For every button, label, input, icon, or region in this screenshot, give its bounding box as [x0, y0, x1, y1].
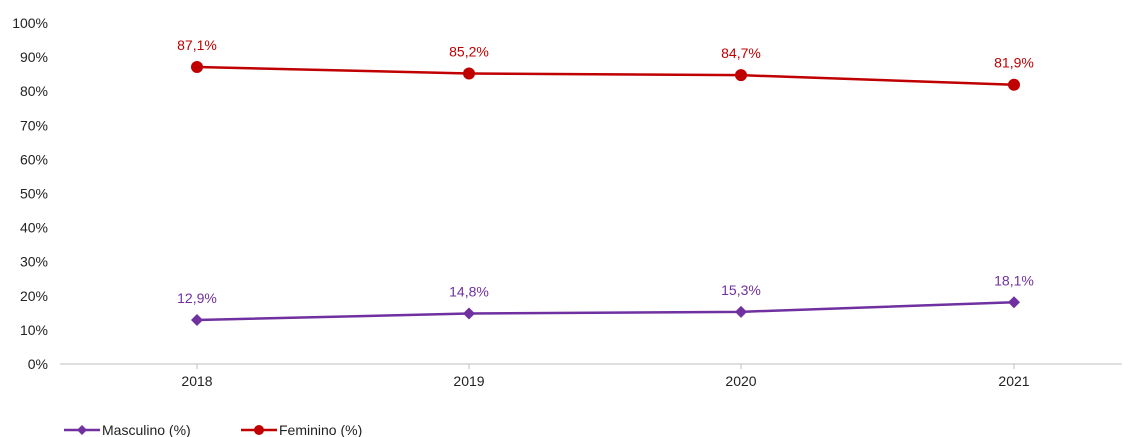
- data-point: [191, 314, 203, 327]
- y-tick-label: 10%: [20, 322, 48, 338]
- data-label: 12,9%: [177, 290, 217, 306]
- y-tick-label: 100%: [12, 15, 48, 31]
- series-line: [196, 301, 1015, 322]
- legend: Masculino (%) Feminino (%): [64, 422, 362, 437]
- x-tick-label: 2018: [181, 373, 212, 389]
- legend-item: Feminino (%): [241, 422, 362, 437]
- data-label: 18,1%: [994, 272, 1034, 288]
- data-point: [191, 60, 203, 73]
- y-tick-label: 70%: [20, 117, 48, 133]
- data-point: [1008, 78, 1020, 91]
- series-feminino: 87,1% 85,2% 84,7% 81,9%: [177, 37, 1034, 91]
- legend-marker: [77, 425, 87, 435]
- data-point: [463, 67, 475, 80]
- data-label: 15,3%: [721, 282, 761, 298]
- y-tick-label: 40%: [20, 220, 48, 236]
- y-axis: 0% 10% 20% 30% 40% 50% 60% 70% 80% 90% 100%: [12, 15, 48, 372]
- legend-item: Masculino (%): [64, 422, 191, 437]
- series-masculino: 12,9% 14,8% 15,3% 18,1%: [177, 272, 1034, 327]
- legend-marker: [254, 425, 264, 435]
- data-label: 85,2%: [449, 43, 489, 59]
- data-point: [735, 69, 747, 82]
- y-tick-label: 20%: [20, 288, 48, 304]
- legend-label: Feminino (%): [279, 422, 362, 437]
- series-line: [196, 65, 1015, 86]
- y-tick-label: 0%: [28, 356, 48, 372]
- y-tick-label: 30%: [20, 254, 48, 270]
- y-tick-label: 60%: [20, 151, 48, 167]
- y-tick-label: 50%: [20, 186, 48, 202]
- y-tick-label: 80%: [20, 83, 48, 99]
- series-layer: 12,9% 14,8% 15,3% 18,1% 87,1% 85,2% 84,7% 81,9%: [177, 37, 1034, 327]
- data-label: 14,8%: [449, 284, 489, 300]
- data-label: 87,1%: [177, 37, 217, 53]
- x-tick-label: 2021: [998, 373, 1029, 389]
- data-label: 84,7%: [721, 45, 761, 61]
- legend-label: Masculino (%): [102, 422, 191, 437]
- data-point: [735, 305, 747, 318]
- x-tick-label: 2020: [725, 373, 756, 389]
- y-tick-label: 90%: [20, 49, 48, 65]
- data-label: 81,9%: [994, 55, 1034, 71]
- data-point: [463, 307, 475, 320]
- data-point: [1008, 296, 1020, 309]
- x-axis: 2018 2019 2020 2021: [181, 364, 1030, 389]
- x-tick-label: 2019: [453, 373, 484, 389]
